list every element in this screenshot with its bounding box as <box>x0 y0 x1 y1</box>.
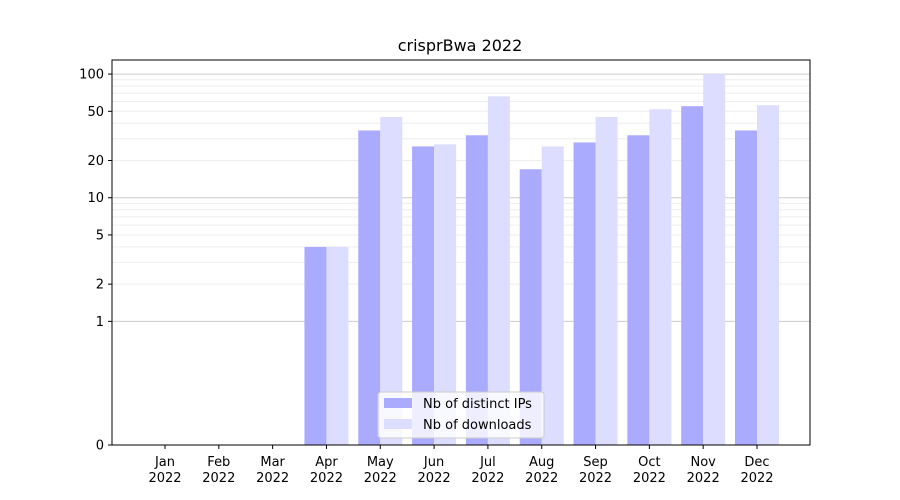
x-tick-label-year: 2022 <box>633 471 666 486</box>
bar-downloads <box>757 105 779 445</box>
bar-distinct-ips <box>735 130 757 445</box>
bar-distinct-ips <box>573 142 596 445</box>
x-tick-label-month: Jul <box>479 455 496 470</box>
x-tick-label-month: Oct <box>638 455 660 470</box>
x-tick-label-month: Jan <box>154 455 175 470</box>
y-tick-label: 5 <box>96 228 104 243</box>
x-tick-label-month: Aug <box>529 455 554 470</box>
x-tick-label-year: 2022 <box>364 471 397 486</box>
legend-label: Nb of downloads <box>423 418 532 433</box>
bar-distinct-ips <box>465 135 488 445</box>
plot-frame <box>111 59 811 446</box>
chart-title: crisprBwa 2022 <box>398 36 523 55</box>
x-tick-label-month: Feb <box>207 455 230 470</box>
y-tick-label: 0 <box>96 439 104 454</box>
bar-distinct-ips <box>627 135 650 445</box>
x-tick-label-year: 2022 <box>418 471 451 486</box>
x-tick-label-month: Sep <box>583 455 608 470</box>
x-tick-label-year: 2022 <box>740 471 773 486</box>
bar-distinct-ips <box>358 130 381 445</box>
y-tick-label: 100 <box>79 68 104 83</box>
legend-swatch <box>384 419 412 429</box>
x-tick-label-month: Nov <box>690 455 716 470</box>
x-axis: Jan2022Feb2022Mar2022Apr2022May2022Jun20… <box>148 445 774 486</box>
x-tick-label-month: Dec <box>744 455 769 470</box>
y-tick-label: 20 <box>87 154 104 169</box>
x-tick-label-month: May <box>367 455 394 470</box>
bar-distinct-ips <box>304 246 327 445</box>
x-tick-label-year: 2022 <box>202 471 235 486</box>
legend-swatch <box>384 398 412 408</box>
y-axis: 0 1 2 5 10 20 50 100 <box>79 68 112 454</box>
legend: Nb of distinct IPs Nb of downloads <box>377 391 545 439</box>
x-tick-label-month: Apr <box>315 455 338 470</box>
x-tick-label-year: 2022 <box>579 471 612 486</box>
x-tick-label-year: 2022 <box>471 471 504 486</box>
x-tick-label-month: Jun <box>423 455 444 470</box>
bar-downloads <box>703 74 726 446</box>
x-tick-label-year: 2022 <box>525 471 558 486</box>
y-tick-label: 2 <box>96 278 104 293</box>
bar-distinct-ips <box>681 106 704 445</box>
bar-downloads <box>487 96 510 445</box>
y-tick-label: 1 <box>96 315 104 330</box>
x-tick-label-year: 2022 <box>310 471 343 486</box>
bar-downloads <box>380 116 403 445</box>
x-tick-label-year: 2022 <box>148 471 181 486</box>
bar-downloads <box>595 116 618 445</box>
bars <box>304 74 779 446</box>
legend-label: Nb of distinct IPs <box>423 397 532 412</box>
bar-distinct-ips <box>412 146 435 445</box>
x-tick-label-year: 2022 <box>256 471 289 486</box>
bar-downloads <box>541 146 564 445</box>
y-tick-label: 50 <box>87 105 104 120</box>
bar-downloads <box>649 109 672 445</box>
x-tick-label-month: Mar <box>260 455 285 470</box>
legend-box <box>377 391 545 439</box>
bar-downloads <box>434 144 457 445</box>
bar-downloads <box>326 246 349 445</box>
bar-distinct-ips <box>519 169 542 445</box>
x-tick-label-year: 2022 <box>687 471 720 486</box>
y-tick-label: 10 <box>87 191 104 206</box>
